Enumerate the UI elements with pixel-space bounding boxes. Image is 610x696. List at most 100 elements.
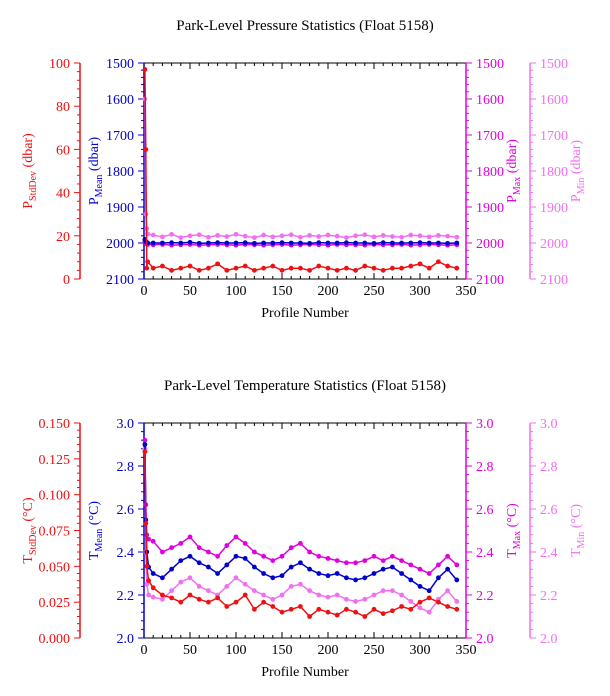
data-point-min: [399, 592, 404, 598]
data-point-stddev: [417, 599, 423, 605]
data-point-mean: [417, 584, 423, 589]
data-point-min: [270, 234, 276, 240]
y-axis-title-main: T: [21, 555, 36, 564]
data-point-stddev: [142, 449, 148, 455]
data-point-mean: [316, 240, 322, 246]
data-point-mean: [242, 240, 248, 246]
data-point-min: [261, 592, 266, 598]
data-point-min: [316, 234, 322, 239]
data-point-mean: [390, 564, 395, 570]
data-point-min: [288, 232, 294, 238]
data-point-stddev: [206, 265, 211, 271]
y-tick-label: 1600: [106, 93, 134, 108]
data-point-min: [380, 588, 386, 594]
data-point-max: [270, 558, 276, 563]
data-point-mean: [353, 577, 358, 583]
series-stddev: [142, 449, 460, 619]
y-tick-label: 2000: [540, 237, 568, 252]
data-point-mean: [150, 240, 156, 246]
data-point-stddev: [436, 259, 441, 265]
data-point-stddev: [307, 267, 312, 273]
y-tick-label: 1900: [540, 201, 568, 216]
data-point-stddev: [146, 578, 152, 584]
data-point-min: [279, 592, 285, 598]
data-point-stddev: [196, 596, 202, 602]
data-point-min: [252, 588, 257, 594]
data-point-mean: [178, 240, 184, 246]
y-tick-label: 2.8: [117, 460, 135, 475]
y-axis-title-main: T: [505, 549, 520, 558]
data-point-mean: [325, 573, 331, 579]
data-point-stddev: [187, 263, 193, 269]
y-tick-label: 0.125: [39, 453, 71, 468]
data-point-min: [362, 596, 368, 602]
y-tick-label: 1600: [540, 93, 568, 108]
data-point-max: [206, 549, 211, 555]
data-point-stddev: [160, 592, 165, 598]
data-point-stddev: [436, 599, 441, 605]
data-point-min: [362, 232, 368, 238]
y-tick-label: 2.8: [476, 460, 494, 475]
data-point-min: [160, 596, 165, 602]
data-point-min: [270, 596, 276, 602]
data-point-max: [169, 545, 175, 551]
data-point-stddev: [279, 609, 285, 615]
y-tick-label: 2000: [106, 237, 134, 252]
data-point-stddev: [316, 263, 322, 269]
y-tick-label: 80: [56, 100, 70, 115]
y-axis-title-sub: Mean: [94, 529, 105, 552]
y-tick-label: 3.0: [540, 417, 558, 432]
data-point-mean: [454, 577, 460, 583]
data-point-stddev: [445, 263, 450, 269]
y-axis-title: TStdDev (°C): [21, 497, 39, 564]
chart-panel-0: Park-Level Pressure Statistics (Float 51…: [21, 18, 587, 321]
chart-title: Park-Level Temperature Statistics (Float…: [164, 378, 446, 394]
series-mean: [142, 442, 460, 594]
y-axis-max: 2.0 2.2 2.4 2.6 2.8 3.0 TMax (°C): [465, 417, 523, 647]
data-point-stddev: [334, 267, 340, 273]
data-point-stddev: [142, 67, 148, 72]
y-axis-title-unit: (°C): [21, 497, 36, 525]
y-tick-label: 0.100: [39, 489, 71, 504]
x-tick-label: 350: [456, 643, 477, 658]
data-point-min: [445, 588, 450, 594]
x-axis-label: Profile Number: [261, 306, 349, 321]
data-point-min: [298, 581, 303, 587]
y-axis-title-unit: (dbar): [569, 140, 584, 178]
data-point-min: [399, 234, 404, 240]
series-max: [142, 437, 460, 576]
data-point-min: [279, 233, 285, 239]
data-point-stddev: [178, 599, 184, 605]
data-point-stddev: [178, 265, 184, 271]
data-point-max: [436, 562, 441, 568]
data-point-max: [187, 534, 193, 540]
data-point-mean: [279, 240, 285, 246]
data-point-max: [215, 553, 221, 559]
y-tick-label: 2.2: [117, 589, 135, 604]
data-point-max: [196, 545, 202, 551]
data-point-min: [380, 233, 386, 238]
x-tick-label: 50: [183, 643, 197, 658]
data-point-stddev: [224, 267, 230, 273]
data-point-max: [261, 553, 266, 559]
data-point-mean: [252, 564, 257, 570]
y-tick-label: 1500: [476, 57, 504, 72]
data-point-stddev: [380, 267, 386, 273]
data-point-min: [160, 234, 165, 240]
data-point-max: [454, 562, 460, 568]
y-tick-label: 0.050: [39, 560, 71, 575]
data-point-max: [224, 543, 230, 548]
data-point-mean: [408, 577, 414, 583]
data-point-stddev: [417, 261, 423, 267]
data-point-mean: [242, 556, 248, 561]
data-point-mean: [362, 575, 368, 581]
data-point-mean: [436, 575, 441, 581]
data-point-max: [390, 553, 395, 559]
data-point-stddev: [196, 267, 202, 273]
data-point-stddev: [325, 609, 331, 615]
data-point-min: [252, 235, 257, 241]
data-point-mean: [178, 558, 184, 563]
series-line-max: [144, 440, 458, 575]
data-point-mean: [344, 240, 349, 246]
